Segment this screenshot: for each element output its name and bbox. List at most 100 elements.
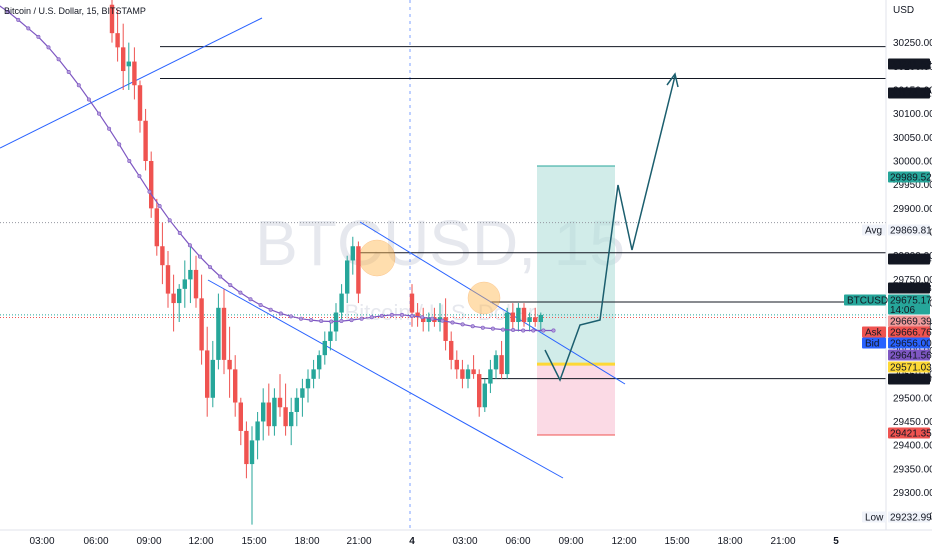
symbol-title: Bitcoin / U.S. Dollar, 15, BITSTAMP — [4, 6, 146, 16]
stop-zone — [537, 364, 615, 436]
ma-line — [0, 5, 554, 332]
ma-dot — [278, 311, 283, 316]
price-label-value: 29540.49 — [890, 375, 932, 386]
price-label-value: 29675.17 — [890, 296, 932, 307]
candle-body — [322, 340, 327, 356]
price-tick-label: 30100.00 — [893, 109, 932, 120]
ma-dot — [258, 302, 263, 307]
candle-body — [533, 317, 538, 323]
price-label-value: 29669.39 — [890, 317, 932, 328]
price-tick-label: 29950.00 — [893, 180, 932, 191]
ma-dot — [127, 159, 132, 164]
ma-dot — [470, 324, 475, 329]
ma-dot — [238, 290, 243, 295]
ma-dot — [389, 312, 394, 317]
projection-arrowhead — [666, 72, 679, 88]
price-label-box — [888, 224, 930, 236]
candle-body — [177, 288, 182, 304]
ma-dot — [399, 312, 404, 317]
candle-body — [317, 355, 322, 370]
candle-body — [449, 340, 454, 360]
candle-body — [499, 355, 504, 375]
candle-body — [328, 331, 333, 341]
candle-body — [510, 312, 515, 323]
price-label-value: 29571.03 — [890, 363, 932, 374]
ma-dot — [157, 203, 162, 208]
price-label-value: 29869.81 — [890, 226, 932, 237]
price-axis-unit: USD — [893, 5, 914, 16]
ma-dot — [26, 26, 31, 31]
candle-body — [154, 208, 159, 247]
price-tick-label: 29450.00 — [893, 417, 932, 428]
price-tick-label: 30050.00 — [893, 133, 932, 144]
candle-body — [294, 397, 299, 412]
ma-dot — [147, 189, 152, 194]
candle-body — [471, 369, 476, 375]
price-label-value: 29232.99 — [890, 513, 932, 524]
time-tick-label: 5 — [833, 536, 839, 547]
candle-body — [182, 279, 187, 289]
price-label-value: 29702.38 — [890, 284, 932, 295]
time-tick-label: 12:00 — [611, 536, 636, 547]
candle-body — [460, 369, 465, 379]
candle-body — [233, 369, 238, 403]
price-label-value: 29806.24 — [890, 255, 932, 266]
price-tick-label: 29400.00 — [893, 441, 932, 452]
ma-dot — [410, 313, 415, 318]
trendline-channel-upper — [359, 221, 626, 385]
candle-body — [421, 317, 426, 323]
ma-dot — [46, 45, 51, 50]
ma-dot — [531, 328, 536, 333]
price-label-tag-text: Avg — [865, 226, 882, 237]
ma-dot — [177, 230, 182, 235]
time-tick-label: 03:00 — [29, 536, 54, 547]
price-tick-label: 29350.00 — [893, 464, 932, 475]
ma-dot — [167, 218, 172, 223]
candle-body — [482, 383, 487, 408]
ma-dot — [218, 274, 223, 279]
ma-dot — [107, 126, 112, 131]
ma-dot — [339, 319, 344, 324]
ma-dot — [500, 327, 505, 332]
ma-dot — [480, 325, 485, 330]
price-label-tag-text: Low — [865, 513, 884, 524]
candle-body — [261, 402, 266, 422]
ma-dot — [36, 34, 41, 39]
ma-dot — [6, 9, 11, 14]
price-label-box — [888, 337, 930, 349]
ma-dot — [198, 254, 203, 259]
price-label-box — [888, 171, 930, 183]
time-tick-label: 03:00 — [452, 536, 477, 547]
price-label-value: 29656.00 — [890, 339, 932, 350]
ma-dot — [379, 313, 384, 318]
price-label-value: 30241.52 — [890, 60, 932, 71]
trendline-channel-lower — [207, 279, 564, 479]
price-label-box — [888, 427, 930, 439]
candle-body — [115, 33, 120, 48]
candle-body — [221, 307, 227, 360]
ma-dot — [16, 17, 21, 22]
candle-body — [277, 397, 283, 408]
candle-body — [210, 359, 215, 398]
candle-body — [415, 312, 420, 318]
price-label-tag-text: Bid — [865, 339, 879, 350]
candle-body — [538, 314, 543, 323]
candle-body — [137, 85, 143, 121]
ma-dot — [511, 328, 516, 333]
highlight-circle-1 — [358, 239, 396, 277]
time-tick-label: 09:00 — [558, 536, 583, 547]
time-tick-label: 4 — [409, 536, 415, 547]
candle-body — [527, 317, 532, 323]
ma-dot — [460, 322, 465, 327]
price-label-tag — [862, 326, 886, 338]
ma-dot — [541, 328, 546, 333]
price-label-tag — [862, 224, 886, 236]
ma-dot — [208, 265, 213, 270]
candle-body — [356, 246, 361, 294]
price-tick-label: 30000.00 — [893, 157, 932, 168]
candle-body — [160, 246, 165, 266]
ma-dot — [228, 283, 233, 288]
ma-dot — [97, 111, 102, 116]
candle-body — [216, 307, 221, 360]
